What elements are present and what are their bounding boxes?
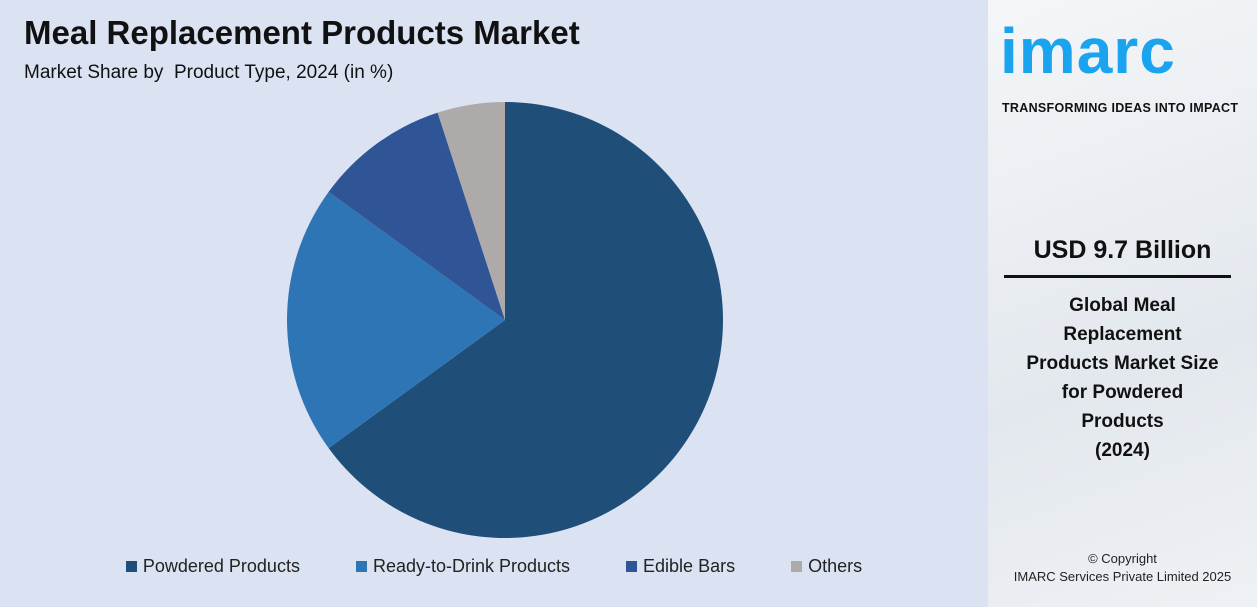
- legend-swatch: [791, 561, 803, 572]
- legend-item: Edible Bars: [626, 556, 735, 577]
- legend-label: Edible Bars: [643, 556, 736, 576]
- pie-slice-edible-bars: [328, 112, 505, 320]
- info-panel: imarc TRANSFORMING IDEAS INTO IMPACT USD…: [988, 0, 1257, 607]
- legend-label: Ready-to-Drink Products: [372, 556, 571, 576]
- market-value: USD 9.7 Billion: [1033, 236, 1212, 264]
- chart-title: Meal Replacement Products Market: [24, 14, 580, 51]
- legend-item: Ready-to-Drink Products: [355, 556, 571, 577]
- pie-slice-ready-to-drink-products: [287, 191, 505, 449]
- legend-label: Powdered Products: [142, 556, 300, 576]
- market-description: Global Meal Replacement Products Market …: [1026, 295, 1219, 461]
- legend: Powdered Products Ready-to-Drink Products…: [0, 556, 988, 577]
- legend-item: Powdered Products: [125, 556, 300, 577]
- imarc-logo: imarc: [1000, 15, 1176, 87]
- legend-swatch: [626, 561, 638, 572]
- pie-slice-others: [437, 102, 505, 320]
- chart-panel: Meal Replacement Products Market Market …: [0, 0, 988, 607]
- divider: [1004, 275, 1231, 278]
- legend-swatch: [355, 561, 367, 572]
- copyright-line2: IMARC Services Private Limited 2025: [1013, 569, 1232, 584]
- chart-subtitle: Market Share by Product Type, 2024 (in %…: [24, 62, 394, 83]
- copyright-line1: © Copyright: [1088, 551, 1157, 566]
- tagline: TRANSFORMING IDEAS INTO IMPACT: [1002, 101, 1239, 115]
- copyright: © Copyright IMARC Services Private Limit…: [988, 550, 1257, 586]
- legend-item: Others: [791, 556, 862, 577]
- pie-slice-powdered-products: [328, 102, 723, 539]
- legend-label: Others: [808, 556, 863, 576]
- legend-swatch: [125, 561, 137, 572]
- pie-chart: [287, 102, 723, 539]
